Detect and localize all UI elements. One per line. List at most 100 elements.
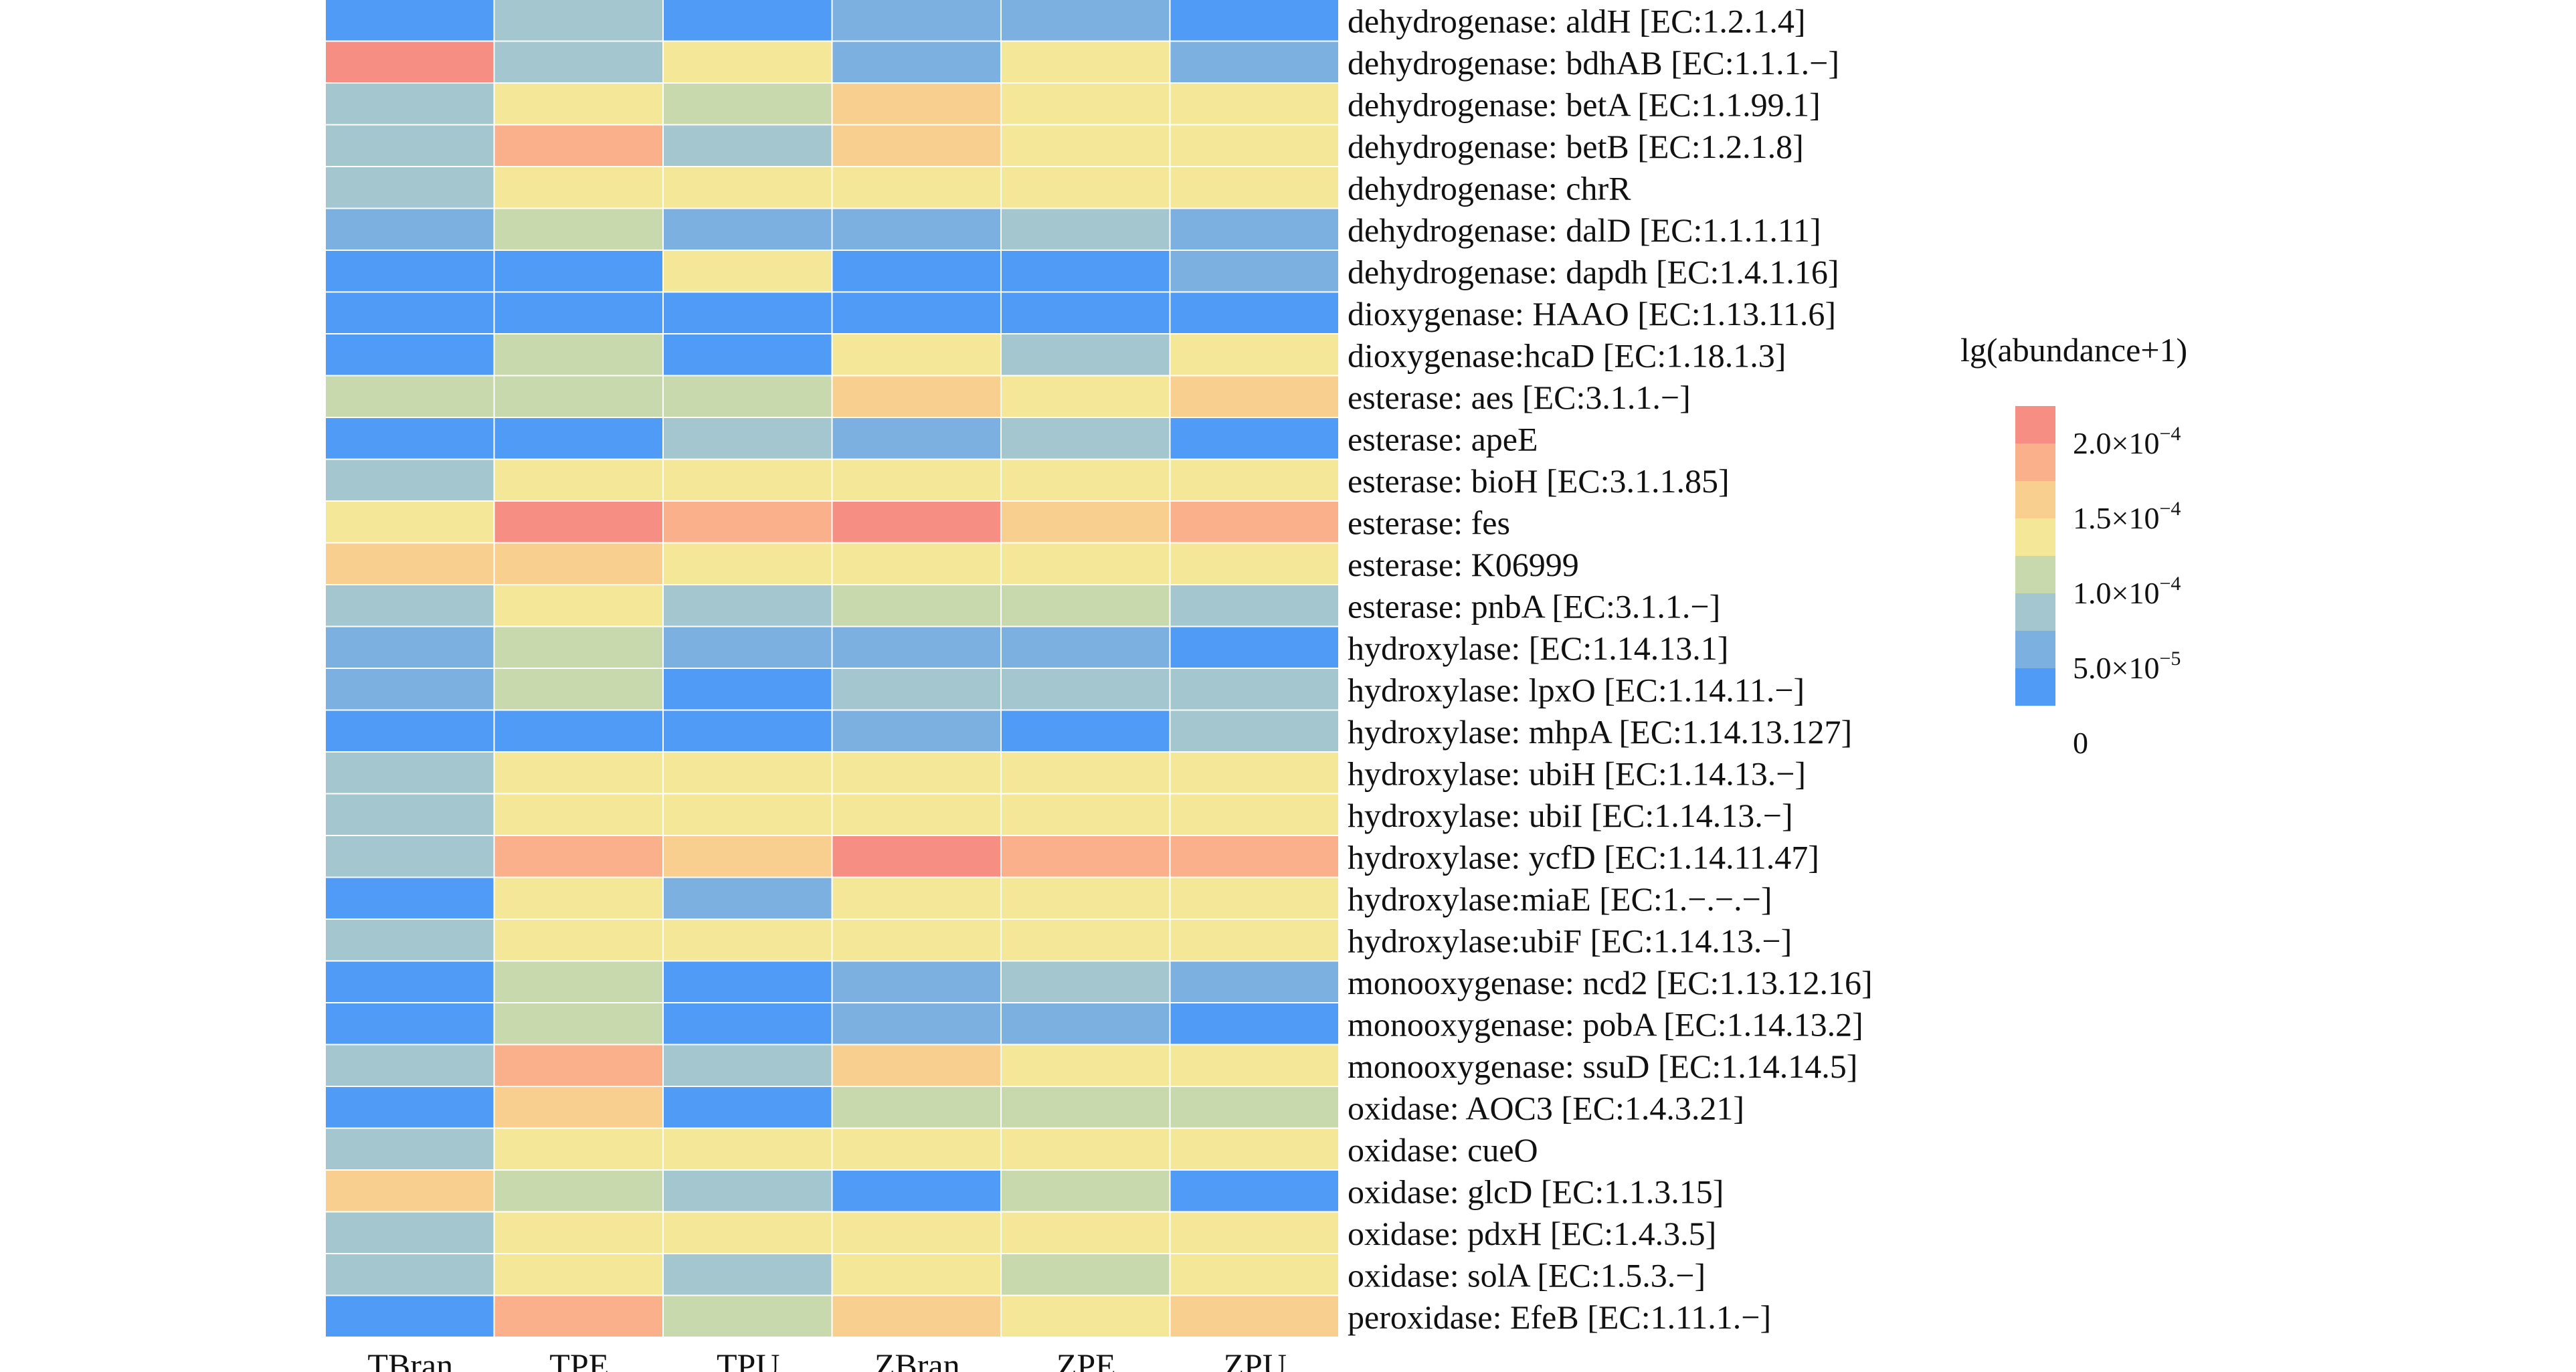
heatmap-cell xyxy=(664,209,832,250)
legend-tick-base: ×10 xyxy=(2112,501,2160,535)
heatmap-cell xyxy=(1002,418,1170,459)
heatmap-cell xyxy=(1002,627,1170,668)
row-label: hydroxylase:miaE [EC:1.−.−.−] xyxy=(1348,880,1772,918)
legend-swatch xyxy=(2015,481,2055,518)
heatmap-cell xyxy=(326,1087,494,1128)
heatmap-cell xyxy=(1170,836,1338,877)
heatmap-cell xyxy=(326,418,494,459)
heatmap-cell xyxy=(494,418,662,459)
heatmap-cell xyxy=(1170,251,1338,292)
heatmap-cell xyxy=(1170,41,1338,82)
heatmap-cell xyxy=(494,334,662,375)
row-label: dehydrogenase: bdhAB [EC:1.1.1.−] xyxy=(1348,44,1839,82)
legend-tick-base: ×10 xyxy=(2112,576,2160,610)
heatmap-cell xyxy=(1170,292,1338,333)
legend-title: lg(abundance+1) xyxy=(1960,331,2187,369)
heatmap-cell xyxy=(832,0,1000,41)
heatmap-cell xyxy=(832,1003,1000,1044)
heatmap-cell xyxy=(326,251,494,292)
heatmap-cell xyxy=(326,627,494,668)
column-label: TBran xyxy=(367,1347,453,1372)
row-label: monooxygenase: ncd2 [EC:1.13.12.16] xyxy=(1348,964,1873,1001)
row-label: oxidase: AOC3 [EC:1.4.3.21] xyxy=(1348,1089,1744,1126)
heatmap-cell xyxy=(664,1045,832,1086)
heatmap-cell xyxy=(832,502,1000,543)
row-label: hydroxylase: ycfD [EC:1.14.11.47] xyxy=(1348,838,1819,876)
legend-swatch xyxy=(2015,406,2055,444)
row-labels: dehydrogenase: aldH [EC:1.2.1.4] dehydrog… xyxy=(1348,2,1873,1336)
heatmap-cell xyxy=(832,1171,1000,1211)
heatmap-cell xyxy=(326,167,494,208)
heatmap-cell xyxy=(832,251,1000,292)
heatmap-cell xyxy=(832,585,1000,626)
heatmap-cell xyxy=(664,1003,832,1044)
heatmap-cell xyxy=(494,753,662,793)
heatmap-cell xyxy=(1170,585,1338,626)
legend-tick-exponent: −5 xyxy=(2159,648,2181,670)
heatmap-cell xyxy=(664,334,832,375)
heatmap-cell xyxy=(832,292,1000,333)
heatmap-cell xyxy=(326,836,494,877)
heatmap-cell xyxy=(1170,710,1338,751)
heatmap-cell xyxy=(326,1296,494,1337)
heatmap-cell xyxy=(832,334,1000,375)
legend-swatch xyxy=(2015,631,2055,668)
heatmap-cell xyxy=(664,1254,832,1295)
heatmap-cell xyxy=(832,167,1000,208)
legend-tick-exponent: −4 xyxy=(2159,423,2181,445)
heatmap-cell xyxy=(1002,1045,1170,1086)
row-label: hydroxylase: mhpA [EC:1.14.13.127] xyxy=(1348,713,1852,751)
heatmap-cell xyxy=(326,543,494,584)
legend-swatch xyxy=(2015,444,2055,481)
heatmap-cell xyxy=(326,41,494,82)
heatmap-cell xyxy=(832,710,1000,751)
heatmap-cell xyxy=(832,41,1000,82)
heatmap-cell xyxy=(832,836,1000,877)
heatmap-cell xyxy=(494,794,662,835)
heatmap-cell xyxy=(326,794,494,835)
column-label: TPU xyxy=(717,1347,779,1372)
row-label: peroxidase: EfeB [EC:1.11.1.−] xyxy=(1348,1298,1771,1336)
heatmap-cell xyxy=(664,878,832,918)
row-label: dehydrogenase: dapdh [EC:1.4.1.16] xyxy=(1348,253,1839,290)
row-label: esterase: bioH [EC:3.1.1.85] xyxy=(1348,462,1730,500)
row-label: esterase: aes [EC:3.1.1.−] xyxy=(1348,379,1691,416)
heatmap-cell xyxy=(326,961,494,1002)
legend-swatch xyxy=(2015,556,2055,593)
heatmap-cell xyxy=(664,836,832,877)
heatmap-cell xyxy=(1002,1129,1170,1169)
heatmap-cell xyxy=(326,0,494,41)
heatmap-cell xyxy=(1170,627,1338,668)
heatmap-cell xyxy=(326,84,494,124)
heatmap-cell xyxy=(494,1129,662,1169)
row-label: esterase: apeE xyxy=(1348,420,1538,458)
heatmap-cell xyxy=(494,0,662,41)
heatmap-cell xyxy=(494,1045,662,1086)
heatmap-cell xyxy=(832,376,1000,417)
heatmap-cell xyxy=(1002,167,1170,208)
heatmap-cell xyxy=(1002,1087,1170,1128)
heatmap-cell xyxy=(326,376,494,417)
heatmap-cell xyxy=(1002,1171,1170,1211)
column-label: ZPE xyxy=(1056,1347,1116,1372)
legend-swatch xyxy=(2015,593,2055,631)
heatmap-cell xyxy=(664,794,832,835)
heatmap-cell xyxy=(664,84,832,124)
heatmap-cell xyxy=(832,418,1000,459)
heatmap-cell xyxy=(832,84,1000,124)
heatmap-cell xyxy=(494,1254,662,1295)
heatmap-cell xyxy=(1002,334,1170,375)
heatmap-cell xyxy=(494,961,662,1002)
heatmap-cell xyxy=(664,1171,832,1211)
heatmap-cell xyxy=(494,627,662,668)
heatmap-cell xyxy=(664,753,832,793)
heatmap-cell xyxy=(664,460,832,500)
heatmap-cell xyxy=(1170,1129,1338,1169)
heatmap-cell xyxy=(1002,753,1170,793)
heatmap-cell xyxy=(494,543,662,584)
heatmap-cell xyxy=(494,585,662,626)
heatmap-cell xyxy=(326,334,494,375)
heatmap-cell xyxy=(1002,1296,1170,1337)
heatmap-cell xyxy=(326,585,494,626)
heatmap-cell xyxy=(494,669,662,710)
